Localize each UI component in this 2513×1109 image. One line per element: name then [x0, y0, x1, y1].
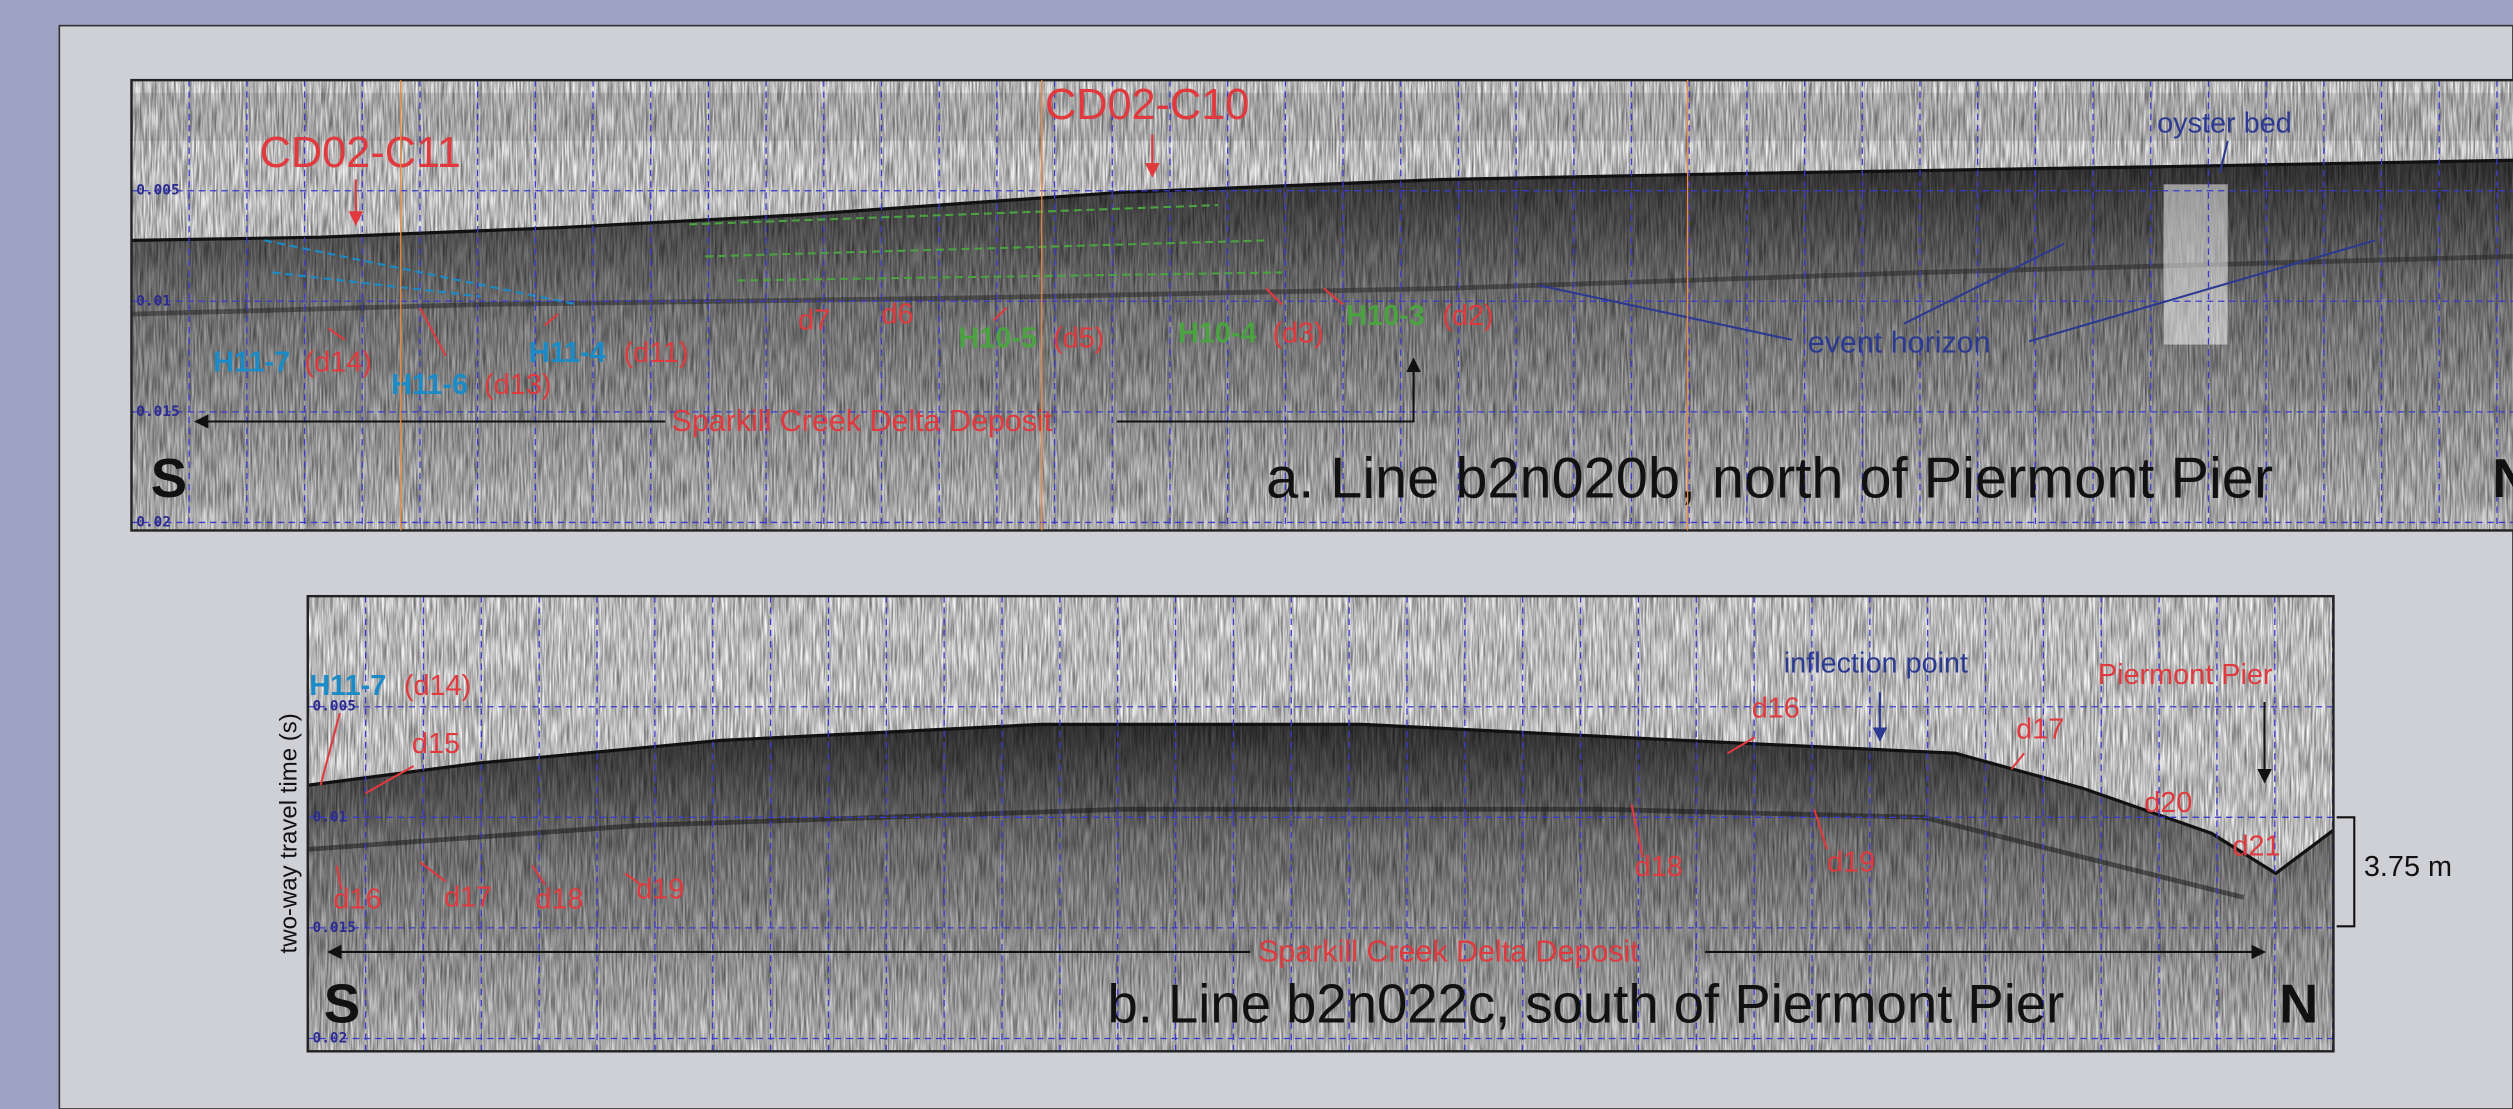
annotation-label: Piermont Pier [2098, 659, 2273, 691]
annotation-label: H10-4 [1178, 318, 1257, 350]
annotation-label: d19 [636, 874, 684, 906]
annotation-label: d19 [1827, 846, 1875, 878]
annotation-label: inflection point [1784, 648, 1968, 680]
axis-title: two-way travel time (s) [275, 713, 302, 953]
annotation-label: d20 [2144, 787, 2192, 819]
y-tick-label: 0.005 [313, 699, 356, 715]
annotation-label: N [2279, 973, 2318, 1034]
annotation-label: N [2492, 448, 2513, 509]
y-tick-label: 0.015 [136, 404, 179, 420]
y-tick-label: 0.015 [313, 920, 356, 936]
annotation-label: S [324, 973, 360, 1034]
annotation-label: (d5) [1053, 322, 1104, 354]
annotation-label: d17 [444, 882, 492, 914]
figure: CD02-C11 CD02-C10 oyster bed H11-7 (d14) H11-… [0, 0, 2513, 1109]
annotation-label: (d3) [1273, 318, 1324, 350]
annotation-label: H10-5 [958, 322, 1037, 354]
annotation-label: d16 [1752, 693, 1800, 725]
annotation-label: event horizon [1808, 326, 1991, 360]
annotation-label: d6 [881, 298, 913, 330]
annotation-label: d18 [535, 883, 583, 915]
y-tick-label: 0.005 [136, 183, 179, 199]
y-tick-label: 0.01 [136, 293, 171, 309]
annotation-label: oyster bed [2157, 108, 2292, 140]
annotation-label: d21 [2232, 830, 2280, 862]
annotation-label: b. Line b2n022c, south of Piermont Pier [1107, 973, 2064, 1034]
y-tick-label: 0.02 [313, 1030, 348, 1046]
annotation-label: (d2) [1442, 300, 1493, 332]
y-tick-label: 0.01 [313, 809, 348, 825]
annotation-label: d7 [798, 305, 830, 337]
annotation-label: H11-7 [309, 670, 386, 702]
annotation-label: CD02-C10 [1045, 81, 1249, 129]
annotation-label: H11-4 [529, 337, 606, 369]
annotation-label: Sparkill Creek Delta Deposit [1258, 935, 1639, 969]
annotation-label: H11-7 [213, 346, 290, 378]
annotation-label: (d14) [404, 670, 471, 702]
annotation-label: Sparkill Creek Delta Deposit [672, 404, 1053, 438]
annotation-label: a. Line b2n020b, north of Piermont Pier [1266, 447, 2273, 511]
annotation-label: (d11) [623, 337, 688, 369]
annotation-label: S [151, 448, 187, 509]
annotation-label: d17 [2016, 713, 2064, 745]
annotation-label: d15 [412, 728, 460, 760]
annotation-label: 3.75 m [2364, 851, 2452, 883]
annotation-label: d18 [1635, 851, 1683, 883]
annotation-label: (d14) [305, 346, 372, 378]
annotation-label: d16 [333, 883, 381, 915]
annotation-label: (d13) [484, 369, 551, 401]
annotation-label: H10-3 [1346, 300, 1425, 332]
annotation-label: CD02-C11 [260, 129, 461, 177]
annotation-label: H11-6 [391, 369, 468, 401]
y-tick-label: 0.02 [136, 514, 171, 530]
